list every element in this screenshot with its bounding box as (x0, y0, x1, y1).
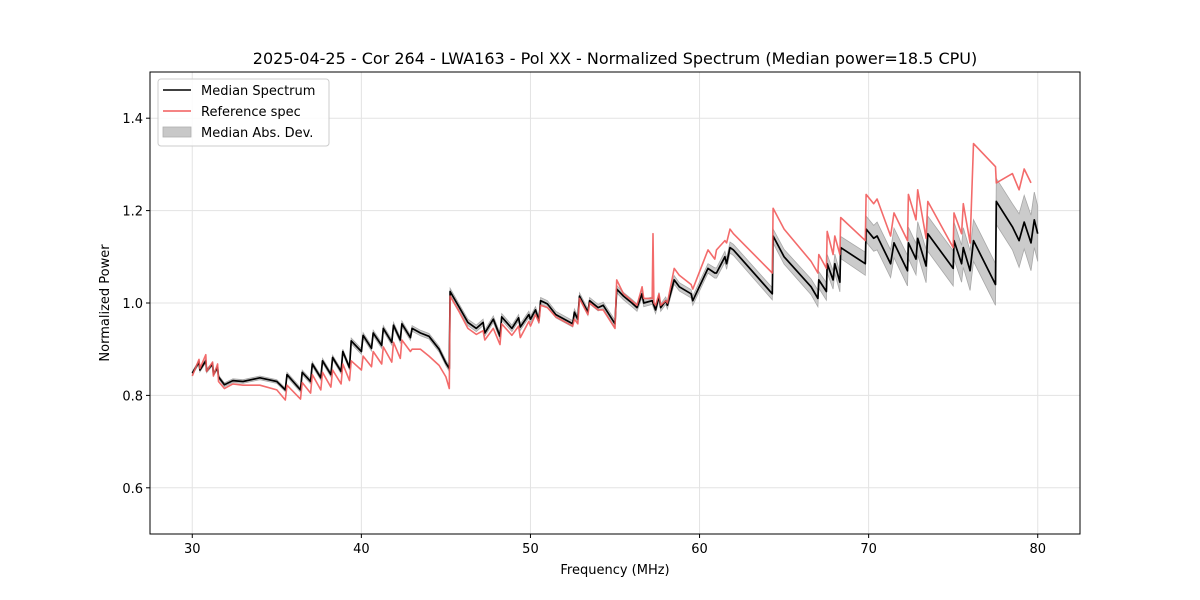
x-tick-label: 50 (522, 542, 539, 557)
chart-title: 2025-04-25 - Cor 264 - LWA163 - Pol XX -… (253, 49, 977, 68)
series-lines (191, 142, 1039, 401)
x-tick-label: 60 (691, 542, 708, 557)
y-axis-label: Normalized Power (98, 244, 113, 362)
y-tick-label: 1.2 (122, 205, 143, 220)
y-axis: 0.6 0.8 1.0 1.2 1.4 (122, 112, 150, 497)
y-tick-label: 0.8 (122, 389, 143, 404)
legend-label-mad: Median Abs. Dev. (201, 126, 313, 141)
y-tick-label: 1.4 (122, 112, 143, 127)
legend-box (157, 78, 330, 147)
legend-label-reference: Reference spec (201, 105, 301, 120)
grid (150, 72, 1080, 534)
legend-label-median: Median Spectrum (201, 84, 315, 99)
legend: Median Spectrum Reference spec Median Ab… (157, 78, 330, 147)
x-tick-label: 70 (860, 542, 877, 557)
legend-swatch-mad (162, 126, 192, 138)
x-axis-label: Frequency (MHz) (560, 563, 669, 578)
y-tick-label: 0.6 (122, 482, 143, 497)
x-tick-label: 30 (184, 542, 201, 557)
reference-spec-line (191, 142, 1032, 401)
x-axis: 30 40 50 60 70 80 (184, 534, 1046, 557)
x-tick-label: 80 (1029, 542, 1046, 557)
x-tick-label: 40 (353, 542, 370, 557)
y-tick-label: 1.0 (122, 297, 143, 312)
